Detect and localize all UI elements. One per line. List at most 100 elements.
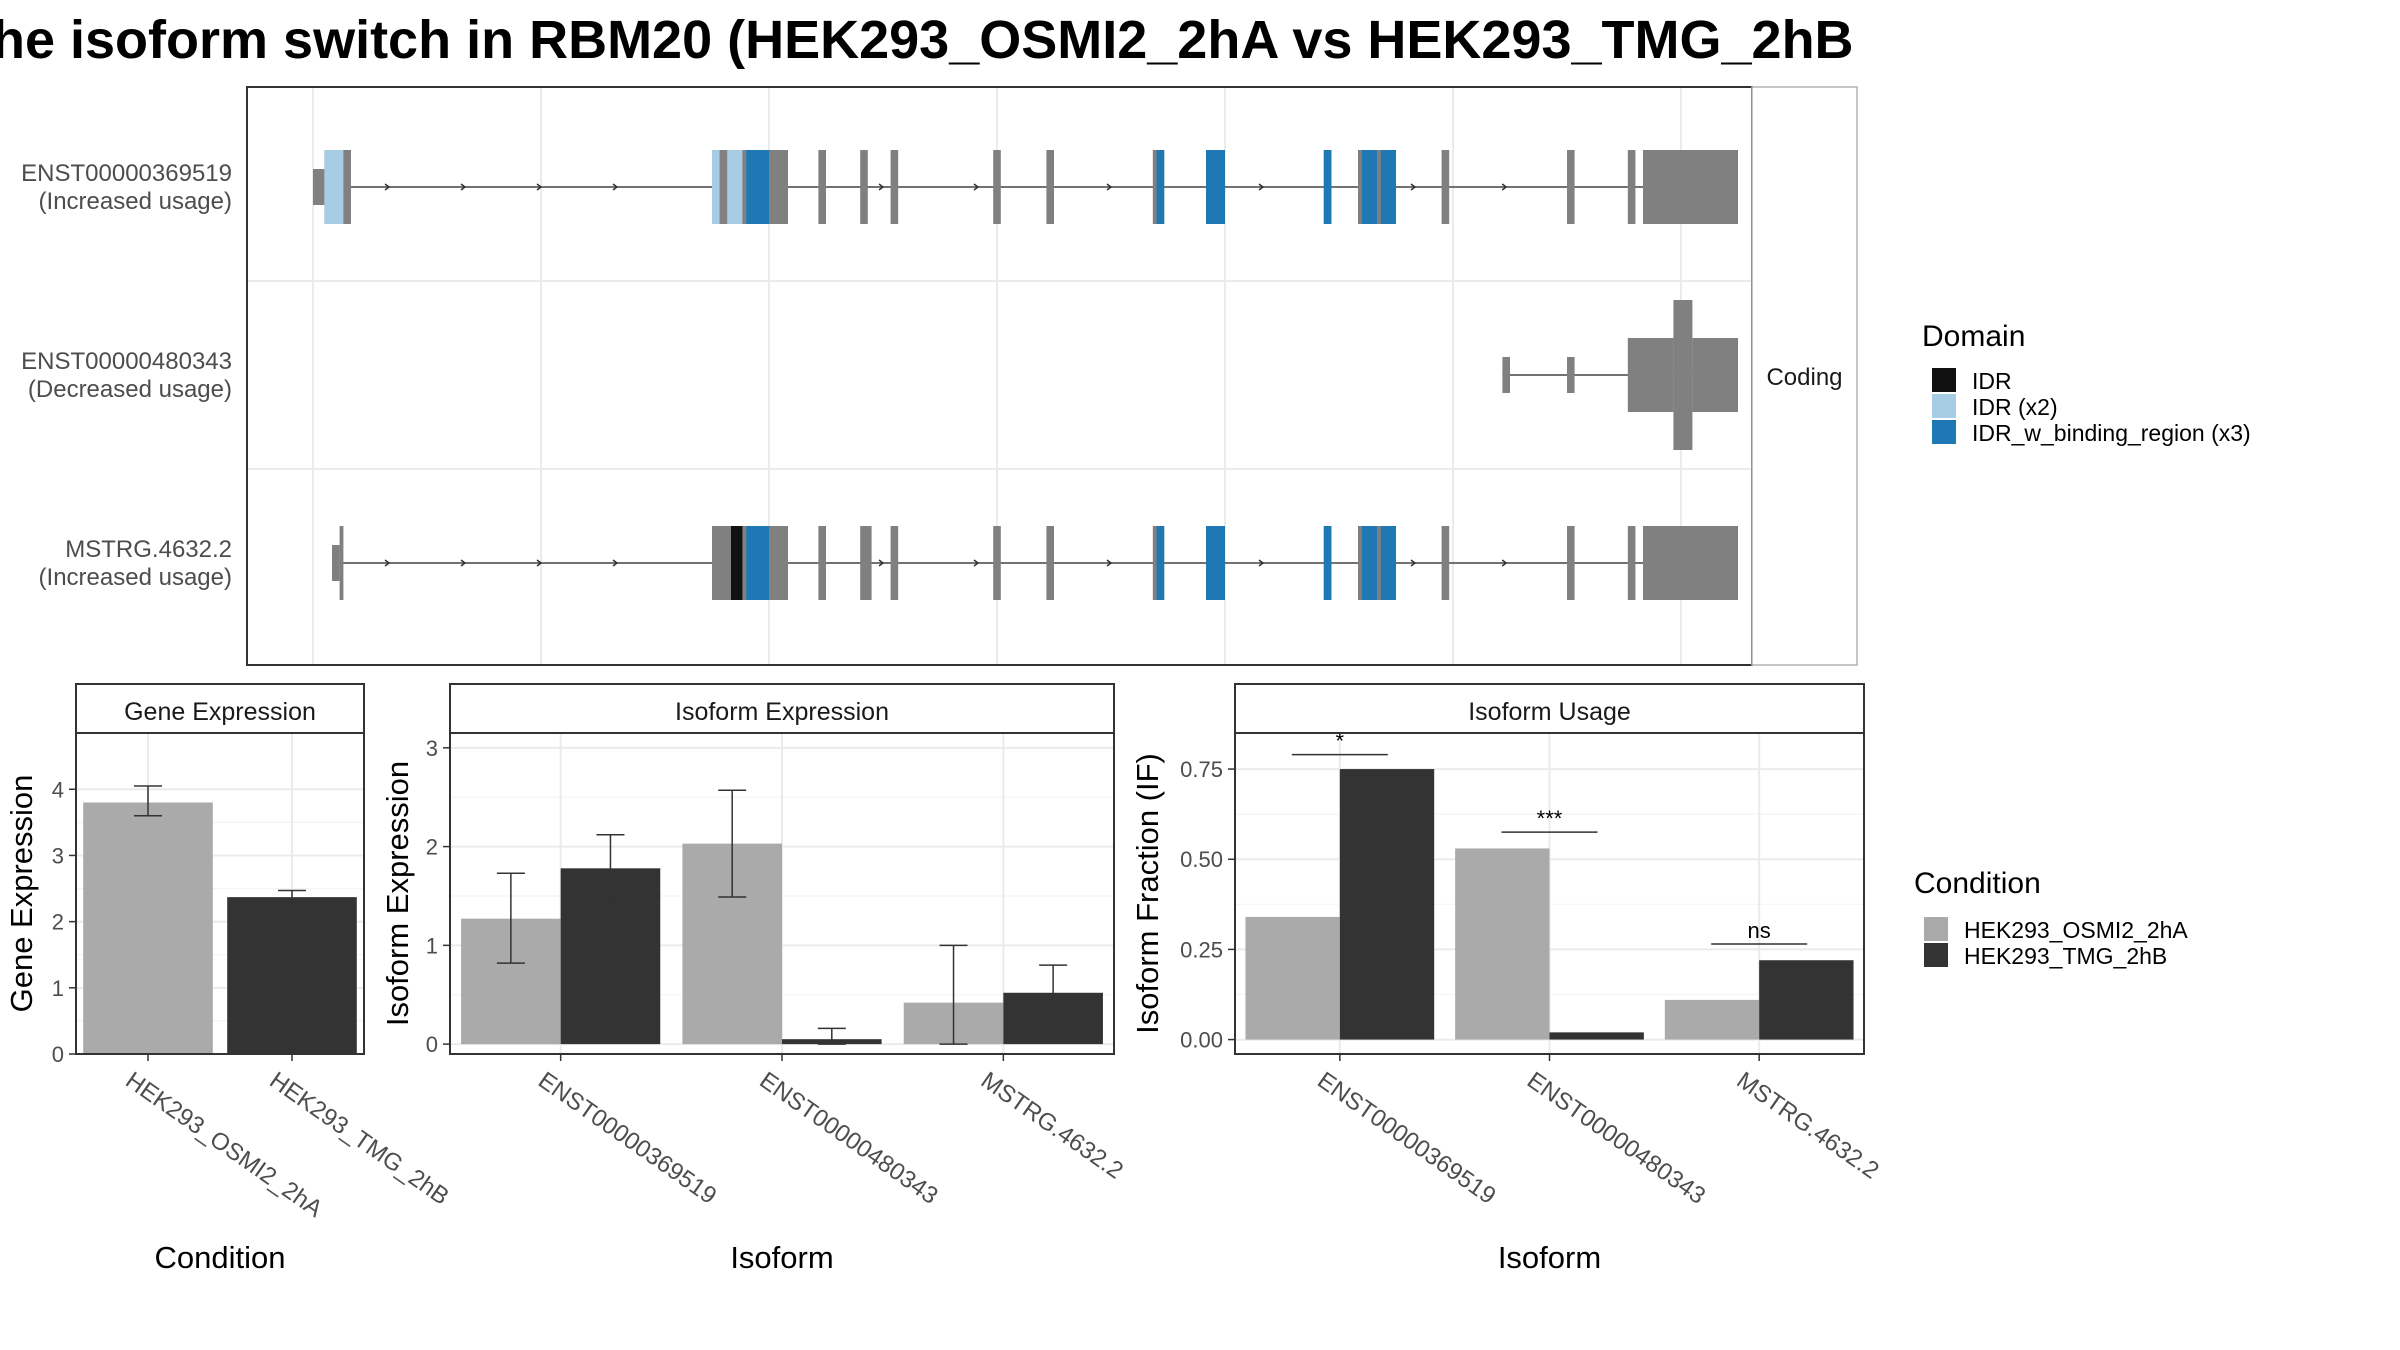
transcript-structure-panel: ENST00000369519 (Increased usage)ENST0000… — [21, 86, 1858, 666]
domain-block — [1156, 526, 1165, 600]
condition-legend-label: HEK293_TMG_2hB — [1964, 943, 2167, 969]
facet-strip — [1751, 86, 1858, 666]
bar — [83, 802, 213, 1054]
exon-block — [1692, 338, 1738, 412]
exon-block — [1627, 150, 1636, 224]
y-axis-title: Isoform Expression — [380, 761, 415, 1026]
y-tick-label: 0.50 — [1180, 847, 1223, 872]
transcript-status: (Decreased usage) — [28, 376, 232, 403]
exon-block — [1627, 526, 1636, 600]
exon-block — [890, 150, 899, 224]
panel-strip — [449, 683, 1115, 734]
intron-arrow — [536, 183, 543, 191]
domain-block — [1206, 150, 1225, 224]
domain-block — [727, 150, 743, 224]
exon-block — [339, 526, 344, 600]
intron-arrow — [1501, 559, 1508, 567]
exon-block — [332, 545, 340, 581]
exon-block — [1643, 526, 1738, 600]
exon-block — [818, 526, 826, 600]
y-tick-label: 1 — [426, 933, 438, 958]
gene-expression-panel: Gene Expression01234HEK293_OSMI2_2hAHEK2… — [4, 683, 454, 1275]
domain-block — [1380, 150, 1396, 224]
y-tick-label: 0.00 — [1180, 1028, 1223, 1053]
intron-arrow — [1258, 183, 1265, 191]
x-tick-label: ENST00000369519 — [533, 1067, 721, 1210]
exon-block — [1673, 300, 1693, 450]
intron-arrow — [1410, 559, 1417, 567]
intron-arrow — [1501, 183, 1508, 191]
intron-arrow — [384, 183, 391, 191]
bar — [1549, 1032, 1644, 1040]
transcript-id: ENST00000369519 — [21, 160, 232, 187]
isoform-expression-panel: Isoform Expression 0 1 2 3 ENST00000369519 ENS… — [380, 683, 1128, 1275]
significance-label: * — [1336, 729, 1345, 754]
intron-arrow — [612, 183, 619, 191]
domain-block — [1206, 526, 1225, 600]
exon-block — [860, 526, 872, 600]
x-tick-label: MSTRG.4632.2 — [976, 1067, 1128, 1185]
exon-block — [1441, 150, 1450, 224]
domain-block — [746, 526, 769, 600]
x-axis-title: Isoform — [1498, 1240, 1601, 1275]
intron-arrow — [460, 559, 467, 567]
intron-arrow — [1106, 559, 1113, 567]
y-tick-label: 0.25 — [1180, 937, 1223, 962]
bar — [1245, 916, 1340, 1040]
intron-arrow — [973, 183, 980, 191]
bar — [227, 897, 357, 1054]
exon-block — [1441, 526, 1450, 600]
exon-block — [1046, 526, 1054, 600]
y-tick-label: 0 — [426, 1032, 438, 1057]
exon-block — [1567, 357, 1575, 393]
exon-block — [1046, 150, 1054, 224]
exon-block — [1502, 357, 1510, 393]
facet-strip-label: Coding — [1766, 364, 1842, 391]
y-tick-label: 2 — [426, 835, 438, 860]
domain-block — [1361, 526, 1377, 600]
bar — [1339, 769, 1435, 1040]
exon-block — [993, 150, 1001, 224]
domain-legend-label: IDR_w_binding_region (x3) — [1972, 420, 2251, 446]
transcript-status: (Increased usage) — [39, 564, 232, 591]
y-tick-label: 3 — [426, 736, 438, 761]
exon-block — [1643, 150, 1738, 224]
domain-legend-label: IDR — [1972, 368, 2012, 394]
intron-arrow — [384, 559, 391, 567]
intron-arrow — [878, 183, 885, 191]
domain-legend-title: Domain — [1922, 320, 2025, 353]
domain-legend-label: IDR (x2) — [1972, 394, 2058, 420]
transcript-status: (Increased usage) — [39, 188, 232, 215]
exon-block — [860, 150, 868, 224]
x-tick-label: ENST00000369519 — [1312, 1067, 1500, 1210]
exon-block — [1627, 338, 1674, 412]
intron-arrow — [536, 559, 543, 567]
exon-block — [1567, 526, 1575, 600]
domain-block — [1380, 526, 1396, 600]
domain-block — [746, 150, 769, 224]
transcript-label: MSTRG.4632.2 (Increased usage) — [39, 536, 232, 591]
transcript-label: ENST00000480343 (Decreased usage) — [21, 348, 232, 403]
domain-block — [1323, 150, 1332, 224]
bar — [1664, 999, 1760, 1040]
y-axis-title: Isoform Fraction (IF) — [1130, 753, 1165, 1034]
y-tick-label: 4 — [52, 777, 64, 802]
domain-legend-swatch — [1932, 368, 1956, 392]
intron-arrow — [1106, 183, 1113, 191]
domain-legend-swatch — [1932, 394, 1956, 418]
panel-title: Isoform Expression — [675, 698, 889, 726]
figure-title: he isoform switch in RBM20 (HEK293_OSMI2… — [0, 10, 1854, 70]
intron-arrow — [1410, 183, 1417, 191]
exon-block — [890, 526, 899, 600]
panel-title: Isoform Usage — [1468, 698, 1631, 726]
exon-block — [993, 526, 1001, 600]
x-tick-label: ENST00000480343 — [755, 1067, 943, 1210]
y-tick-label: 0 — [52, 1042, 64, 1067]
bar — [1455, 848, 1550, 1040]
x-axis-title: Isoform — [730, 1240, 833, 1275]
y-tick-label: 1 — [52, 976, 64, 1001]
